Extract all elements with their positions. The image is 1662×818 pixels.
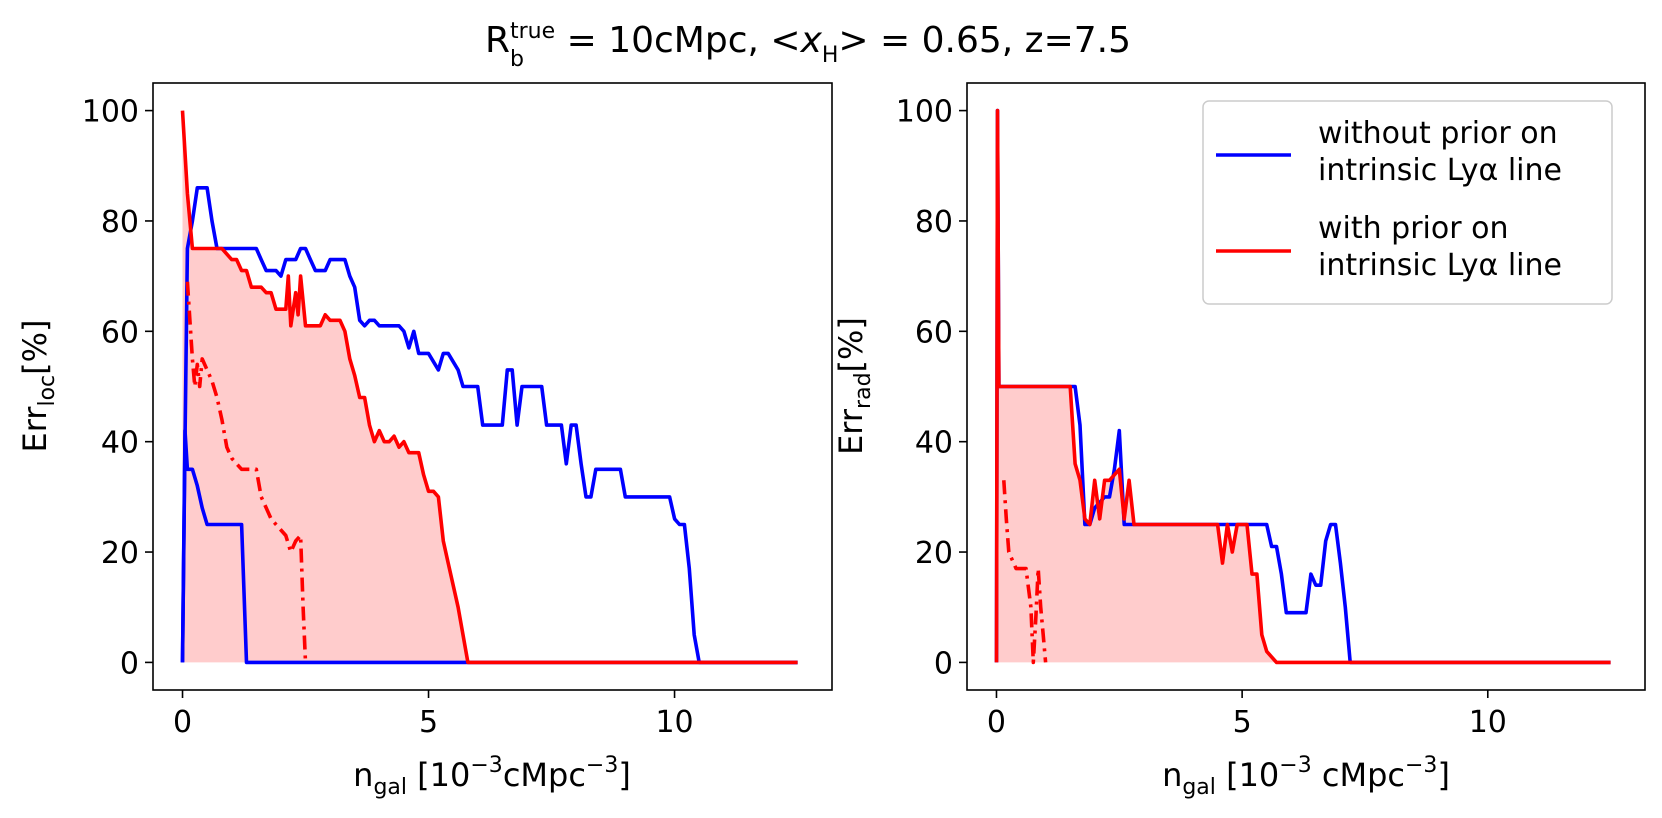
left-shaded-region (182, 110, 468, 663)
left-y-tick-label-80: 80 (101, 205, 139, 240)
left-series-line-1 (180, 428, 798, 665)
right-x-tick-label-10: 10 (1469, 705, 1507, 740)
left-y-tick-label-0: 0 (120, 646, 139, 681)
figure-title: Rbtrue = 10cMpc, <xH> = 0.65, z=7.5 (485, 19, 1131, 72)
left-y-axis-label: Errloc[%] (16, 319, 60, 452)
left-x-axis-label: ngal [10−3cMpc−3] (353, 753, 631, 800)
legend-entry-red-line1: with prior on (1318, 211, 1509, 246)
right-axes-frame (966, 82, 1646, 691)
legend: without prior on intrinsic Lyα line with… (1202, 100, 1613, 305)
left-series-line-3 (185, 281, 308, 663)
left-y-tick-label-100: 100 (82, 95, 139, 130)
left-x-tick-label-0: 0 (173, 705, 192, 740)
right-x-tick-label-5: 5 (1233, 705, 1252, 740)
right-y-tick-label-60: 60 (915, 315, 953, 350)
legend-entry-blue-line2: intrinsic Lyα line (1318, 153, 1562, 188)
legend-entry-blue-line1: without prior on (1318, 116, 1558, 151)
right-y-tick-label-100: 100 (896, 95, 953, 130)
right-plot-area (994, 108, 1611, 665)
legend-box (1202, 100, 1613, 305)
right-y-axis-label: Errrad[%] (832, 317, 876, 455)
left-y-tick-label-40: 40 (101, 426, 139, 461)
right-series-line-2 (1002, 480, 1048, 665)
right-y-tick-label-20: 20 (915, 536, 953, 571)
right-x-tick-label-0: 0 (987, 705, 1006, 740)
right-y-tick-label-0: 0 (934, 646, 953, 681)
left-y-tick-label-20: 20 (101, 536, 139, 571)
left-axes-frame (152, 82, 833, 691)
right-x-axis-label: ngal [10−3 cMpc−3] (1162, 753, 1450, 800)
left-series-line-0 (180, 186, 798, 665)
left-y-tick-label-60: 60 (101, 315, 139, 350)
legend-entry-red-line2: intrinsic Lyα line (1318, 248, 1562, 283)
right-y-tick-label-80: 80 (915, 205, 953, 240)
right-series-line-1 (994, 108, 1611, 665)
left-series-line-2 (180, 110, 798, 665)
left-plot-area (180, 110, 798, 665)
left-x-tick-label-10: 10 (655, 705, 693, 740)
right-y-tick-label-40: 40 (915, 426, 953, 461)
left-x-tick-label-5: 5 (419, 705, 438, 740)
